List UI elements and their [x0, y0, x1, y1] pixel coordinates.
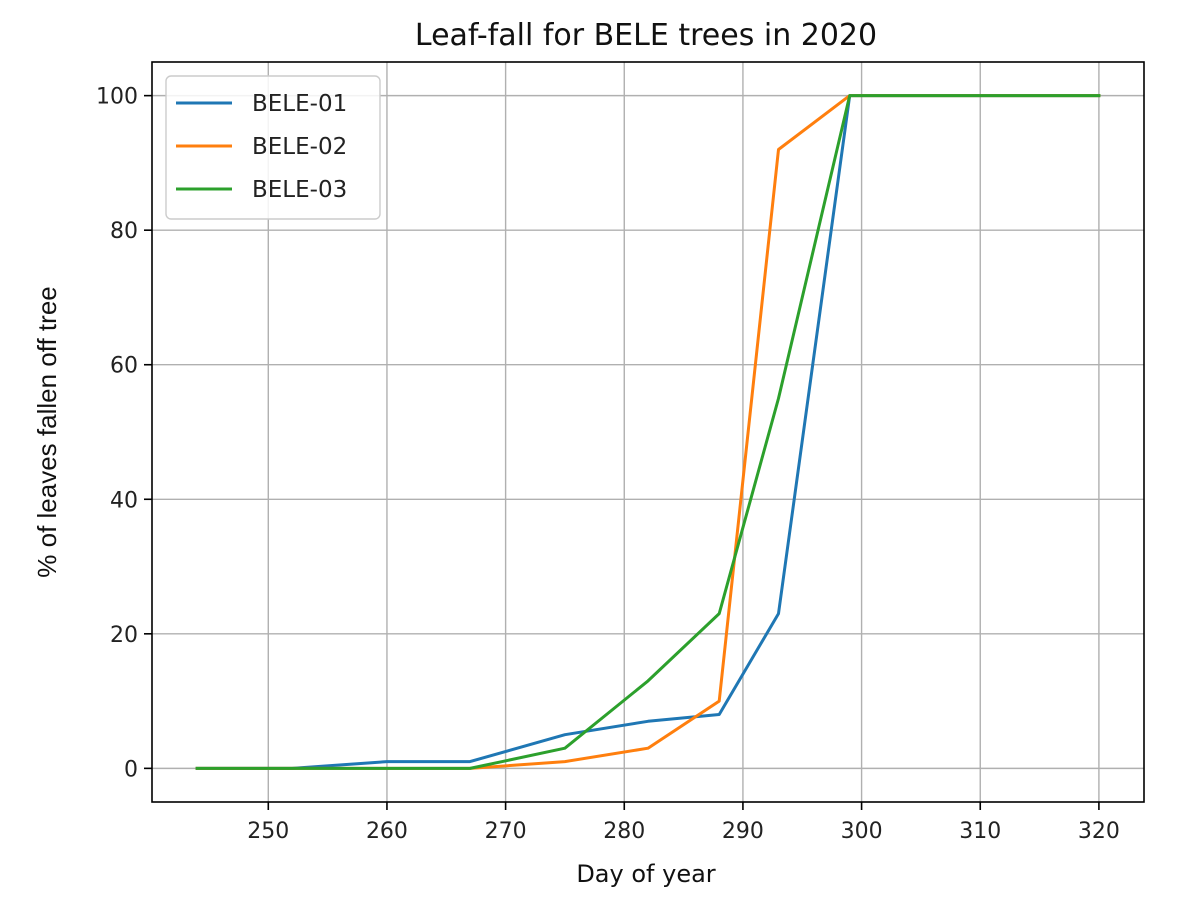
- plot-frame: [151, 61, 1145, 803]
- legend: BELE-01 BELE-02 BELE-03: [165, 75, 381, 220]
- x-tick-label: 310: [959, 819, 1001, 844]
- x-tick-label: 280: [603, 819, 645, 844]
- y-tick-label: 20: [110, 623, 138, 648]
- x-tick-label: 250: [247, 819, 289, 844]
- series-line-bele-01: [195, 94, 1101, 770]
- x-tick-label: 290: [722, 819, 764, 844]
- y-tick-label: 60: [110, 354, 138, 379]
- y-axis-label: % of leaves fallen off tree: [32, 286, 62, 577]
- series-line-bele-03: [195, 94, 1101, 770]
- legend-label: BELE-03: [252, 177, 347, 203]
- y-tick-label: 40: [110, 488, 138, 513]
- x-tick-label: 270: [485, 819, 527, 844]
- x-tick-label: 320: [1078, 819, 1120, 844]
- y-tick-label: 100: [96, 85, 138, 110]
- y-tick-label: 0: [124, 757, 138, 782]
- x-tick-label: 260: [366, 819, 408, 844]
- series-lines: [195, 94, 1101, 770]
- legend-label: BELE-01: [252, 91, 347, 117]
- chart-title: Leaf-fall for BELE trees in 2020: [415, 18, 877, 53]
- legend-label: BELE-02: [252, 134, 347, 160]
- y-tick-label: 80: [110, 219, 138, 244]
- x-axis-label: Day of year: [576, 860, 715, 888]
- axis-ticks: 250 260 270 280 290 300 310 320 0 20 40 60 80 100: [96, 85, 1120, 844]
- x-tick-label: 300: [841, 819, 883, 844]
- legend-box: [165, 75, 381, 220]
